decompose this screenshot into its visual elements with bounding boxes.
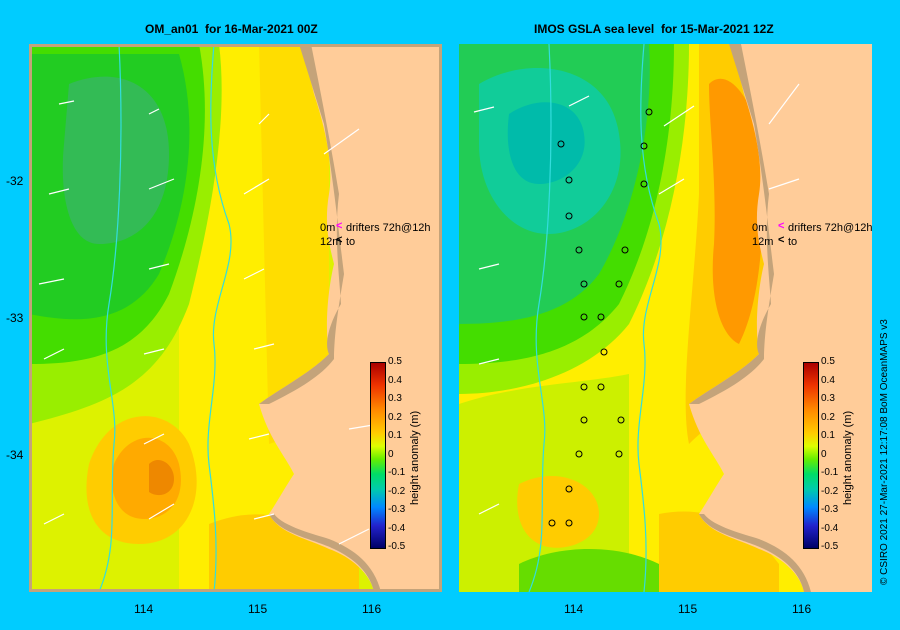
legend-drifter-icon: < <box>778 220 785 232</box>
lat-tick-label: -34 <box>6 448 24 462</box>
colorbar-tick-label: 0.5 <box>821 356 835 367</box>
colorbar-tick-label: 0.4 <box>821 374 835 386</box>
lat-tick-label: -32 <box>6 174 24 188</box>
legend-drifters-text: drifters 72h@12h <box>346 222 431 234</box>
legend-arrow-icon: < <box>778 234 785 246</box>
colorbar-tick-label: 0.5 <box>388 356 402 367</box>
colorbar-tick-label: 0.1 <box>821 430 835 441</box>
legend-depth-0m: 0m <box>752 222 768 234</box>
lat-tick-label: -33 <box>6 311 24 325</box>
legend-drifter-icon: < <box>336 220 343 232</box>
lon-tick-label: 114 <box>134 602 154 616</box>
colorbar-tick-label: -0.1 <box>388 467 406 478</box>
lon-tick-label: 115 <box>248 602 268 616</box>
lon-tick-label: 114 <box>564 602 584 616</box>
legend-depth-12m: 12m <box>320 236 342 248</box>
colorbar-tick-label: 0.2 <box>388 411 402 423</box>
colorbar-tick-label: 0 <box>388 448 394 460</box>
colorbar-label: height anomaly (m) <box>409 410 421 505</box>
colorbar-tick-label: 0.3 <box>388 393 402 404</box>
colorbar-tick-label: 0.1 <box>388 430 402 441</box>
legend-drifters-text: drifters 72h@12h <box>788 222 873 234</box>
legend-depth-0m: 0m <box>320 222 336 234</box>
colorbar <box>370 362 386 549</box>
legend-to-text: to <box>788 236 798 248</box>
legend-to-text: to <box>346 236 356 248</box>
colorbar-tick-label: -0.1 <box>821 467 839 478</box>
legend-depth-12m: 12m <box>752 236 774 248</box>
colorbar-tick-label: -0.4 <box>388 522 406 534</box>
legend-arrow-icon: < <box>336 234 343 246</box>
colorbar-tick-label: -0.5 <box>388 541 406 552</box>
colorbar-tick-label: -0.4 <box>821 522 839 534</box>
colorbar-tick-label: 0.4 <box>388 374 402 386</box>
colorbar-tick-label: 0.3 <box>821 393 835 404</box>
lon-tick-label: 115 <box>678 602 698 616</box>
colorbar <box>803 362 819 549</box>
lon-tick-label: 116 <box>792 602 812 616</box>
colorbar-tick-label: -0.2 <box>821 485 839 497</box>
credit-text: © CSIRO 2021 27-Mar-2021 12:17:08 BoM Oc… <box>879 319 890 585</box>
colorbar-tick-label: 0 <box>821 448 827 460</box>
colorbar-label: height anomaly (m) <box>842 410 854 505</box>
colorbar-tick-label: -0.3 <box>821 504 839 515</box>
left-map-panel[interactable] <box>29 44 442 592</box>
colorbar-tick-label: -0.5 <box>821 541 839 552</box>
colorbar-tick-label: -0.2 <box>388 485 406 497</box>
colorbar-tick-label: 0.2 <box>821 411 835 423</box>
right-map-title: IMOS GSLA sea level for 15-Mar-2021 12Z <box>534 22 774 36</box>
colorbar-tick-label: -0.3 <box>388 504 406 515</box>
left-map-title: OM_an01 for 16-Mar-2021 00Z <box>145 22 318 36</box>
lon-tick-label: 116 <box>362 602 382 616</box>
